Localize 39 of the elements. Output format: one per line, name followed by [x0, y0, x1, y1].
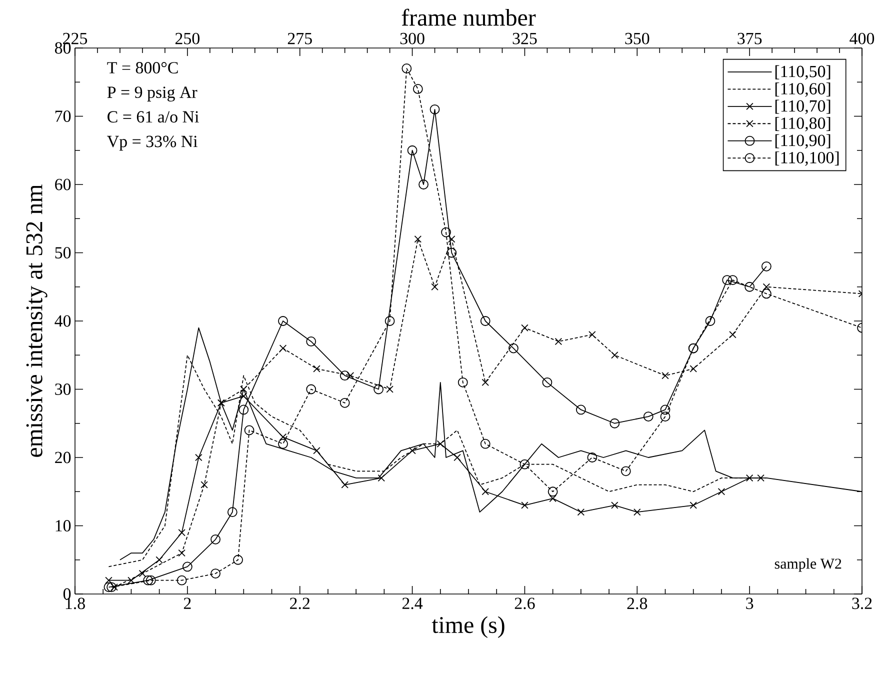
legend-label: [110,50]	[775, 65, 830, 80]
y-tick-label: 60	[55, 178, 71, 190]
x-tick-label: 1.8	[66, 598, 85, 610]
y-tick-label: 10	[56, 520, 71, 532]
y-tick-label: 80	[54, 42, 71, 54]
x-tick-label: 3.2	[852, 598, 872, 610]
y-tick-label: 30	[55, 384, 71, 395]
y-tick-label: 40	[54, 315, 71, 327]
legend-label: [110,60]	[775, 82, 830, 97]
x2-tick-label: 325	[512, 32, 537, 44]
y-tick-label: 70	[55, 110, 71, 122]
annotation: sample W2	[774, 558, 842, 572]
annotation: C = 61 a/o Ni	[108, 111, 199, 123]
x-tick-label: 2.8	[627, 598, 648, 610]
legend-label: [110,80]	[775, 117, 830, 132]
annotation: T = 800°C	[107, 62, 178, 74]
x2-tick-label: 225	[63, 32, 88, 44]
x2-tick-label: 350	[625, 32, 650, 44]
x2-tick-label: 275	[288, 32, 312, 44]
y-tick-label: 20	[55, 452, 71, 464]
x-tick-label: 3	[746, 598, 754, 610]
annotation: Vp = 33% Ni	[107, 136, 198, 151]
x2-tick-label: 400	[850, 32, 874, 44]
x2-tick-label: 300	[400, 32, 424, 44]
legend-label: [110,100]	[775, 151, 839, 166]
x-tick-label: 2.4	[402, 598, 423, 610]
annotation: P = 9 psig Ar	[107, 86, 198, 102]
legend-label: [110,90]	[775, 134, 830, 149]
x2-tick-label: 250	[175, 32, 200, 44]
x-axis-title: time (s)	[432, 616, 504, 638]
y-axis-title: emissive intensity at 532 nm	[26, 184, 48, 457]
y-tick-label: 0	[63, 588, 71, 600]
x-tick-label: 2.6	[514, 598, 535, 610]
x-tick-label: 2	[184, 598, 191, 609]
x2-tick-label: 375	[738, 32, 762, 44]
x-tick-label: 2.2	[290, 598, 310, 610]
y-tick-label: 50	[55, 247, 71, 258]
x2-axis-title: frame number	[402, 8, 536, 26]
legend-label: [110,70]	[775, 100, 830, 114]
